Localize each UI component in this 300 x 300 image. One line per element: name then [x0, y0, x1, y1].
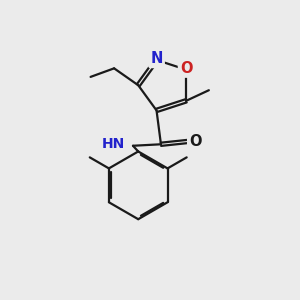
Text: N: N	[150, 51, 163, 66]
Text: O: O	[180, 61, 192, 76]
Text: HN: HN	[101, 137, 125, 151]
Text: O: O	[189, 134, 202, 149]
